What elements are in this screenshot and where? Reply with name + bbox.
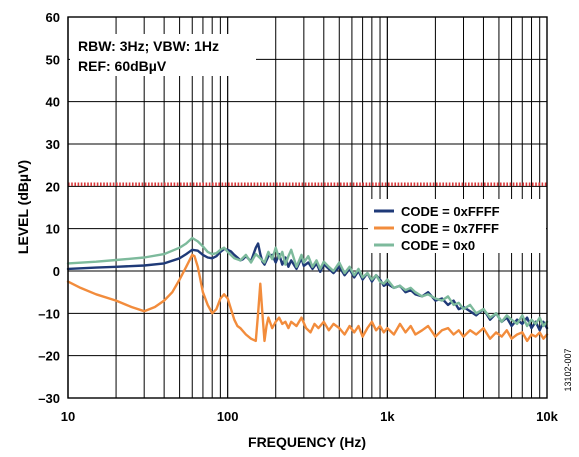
y-tick-label: 0	[53, 264, 60, 279]
x-tick-labels: 10 100 1k 10k	[61, 409, 559, 424]
annotation-reference: REF: 60dBµV	[78, 58, 167, 74]
series-line-1	[66, 253, 549, 343]
y-tick-label: –20	[38, 349, 60, 364]
y-tick-label: –10	[38, 306, 60, 321]
y-tick-label: –30	[38, 391, 60, 406]
y-tick-label: 40	[46, 95, 60, 110]
y-tick-labels: 60 50 40 30 20 10 0 –10 –20 –30	[38, 10, 60, 406]
series-line-2	[66, 236, 549, 328]
y-tick-label: 30	[46, 137, 60, 152]
y-tick-label: 20	[46, 179, 60, 194]
legend-entry: CODE = 0xFFFF	[401, 204, 500, 219]
legend: CODE = 0xFFFF CODE = 0x7FFF CODE = 0x0	[368, 199, 546, 253]
plot-frame	[67, 16, 548, 399]
y-tick-label: 60	[46, 10, 60, 25]
figure-id: 13102-007	[563, 348, 573, 391]
x-tick-label: 100	[217, 409, 239, 424]
x-tick-label: 10k	[536, 409, 558, 424]
x-tick-label: 1k	[380, 409, 395, 424]
x-axis-label: FREQUENCY (Hz)	[248, 434, 366, 450]
y-tick-label: 10	[46, 222, 60, 237]
legend-entry: CODE = 0x7FFF	[401, 221, 499, 236]
annotation-bandwidth: RBW: 3Hz; VBW: 1Hz	[78, 38, 219, 54]
x-tick-label: 10	[61, 409, 75, 424]
legend-background	[368, 199, 546, 253]
legend-entry: CODE = 0x0	[401, 238, 475, 253]
annotation-box	[70, 34, 256, 76]
y-tick-label: 50	[46, 52, 60, 67]
y-axis-label: LEVEL (dBµV)	[15, 160, 31, 254]
data-series	[66, 236, 549, 343]
